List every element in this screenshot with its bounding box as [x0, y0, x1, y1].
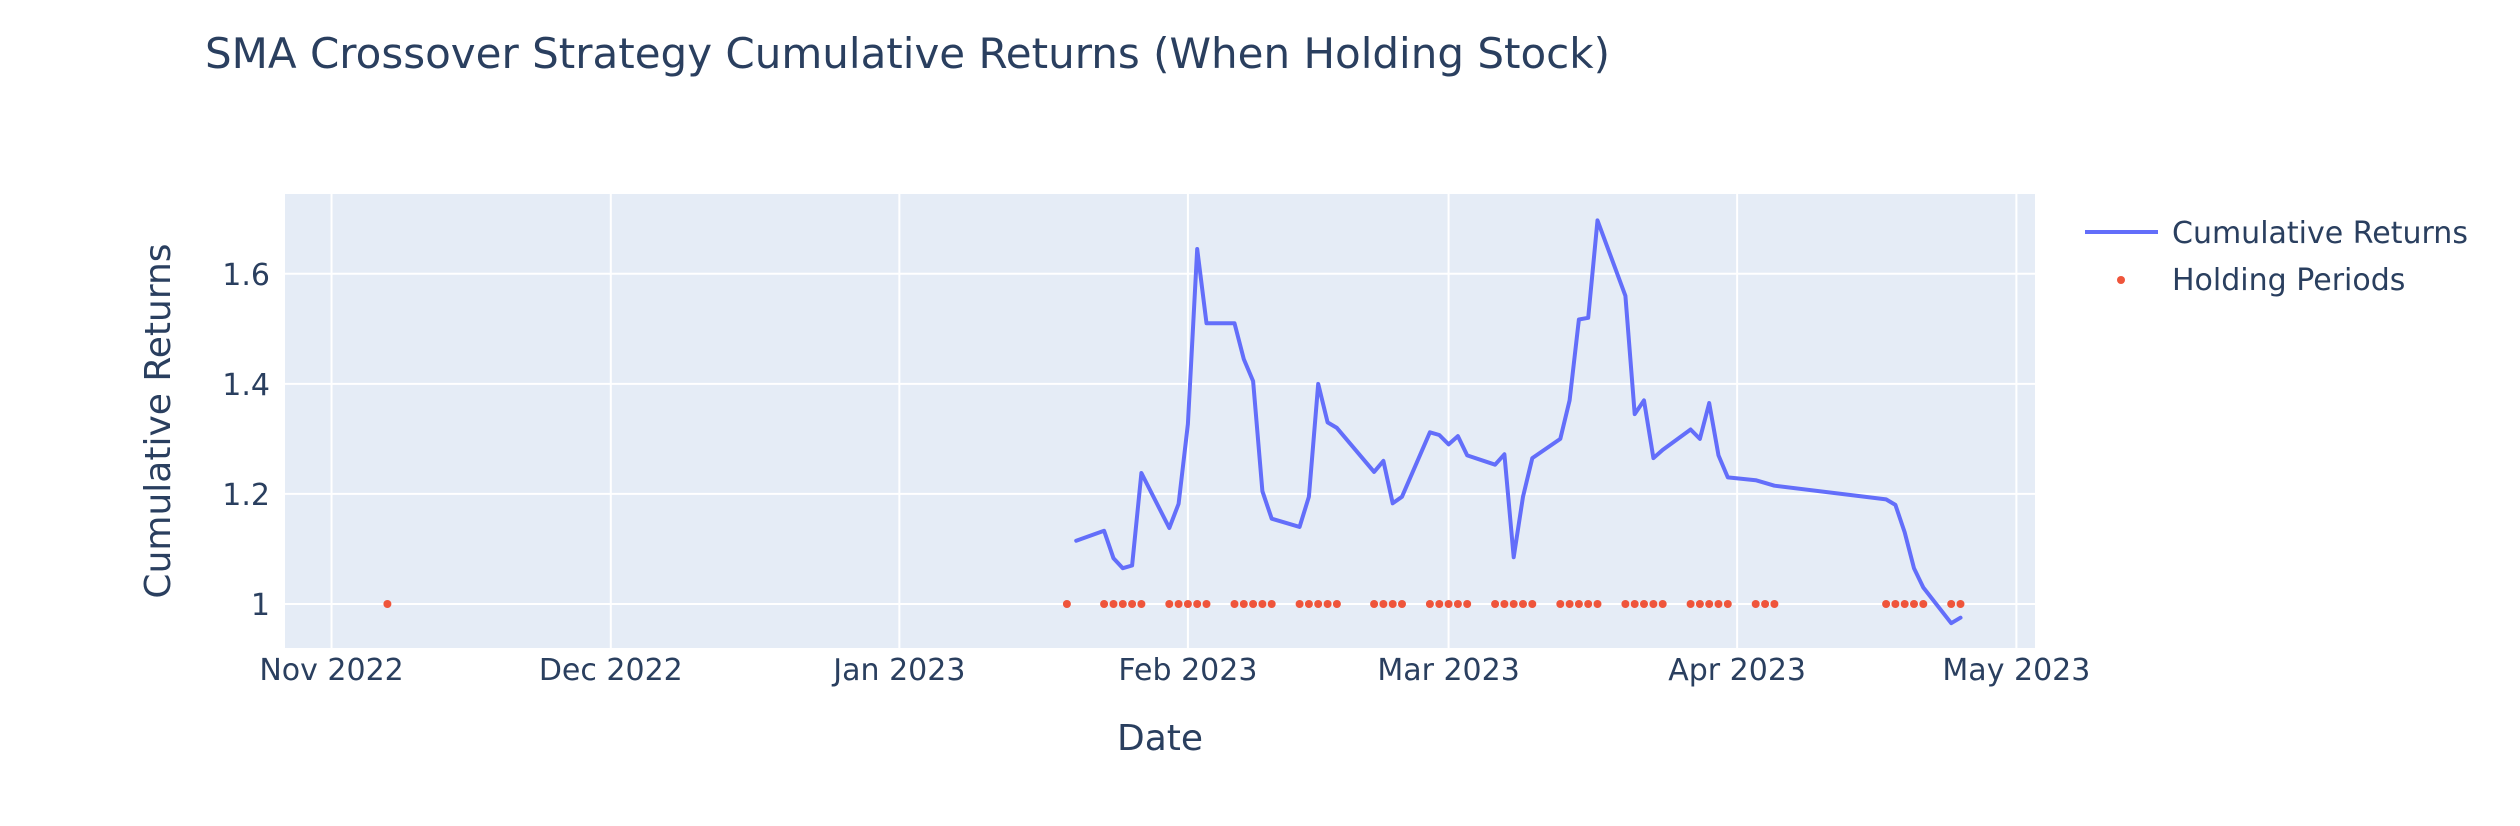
x-tick-label: Dec 2022 [539, 653, 683, 688]
y-tick-label: 1 [251, 588, 270, 623]
holding-period-point[interactable] [1500, 600, 1509, 608]
holding-period-point[interactable] [1770, 600, 1779, 608]
holding-period-point[interactable] [1658, 600, 1667, 608]
holding-period-point[interactable] [1528, 600, 1537, 608]
holding-period-point[interactable] [1304, 600, 1313, 608]
holding-period-point[interactable] [1910, 600, 1918, 608]
series-line-cumulative-returns[interactable] [1074, 218, 1963, 626]
holding-period-point[interactable] [1425, 600, 1434, 608]
holding-period-point[interactable] [1705, 600, 1714, 608]
holding-period-point[interactable] [1174, 600, 1183, 608]
holding-period-point[interactable] [1435, 600, 1444, 608]
holding-period-point[interactable] [1491, 600, 1500, 608]
holding-period-point[interactable] [1118, 600, 1127, 608]
holding-period-point[interactable] [1100, 600, 1109, 608]
holding-period-point[interactable] [1882, 600, 1891, 608]
holding-period-point[interactable] [1900, 600, 1909, 608]
holding-period-point[interactable] [1193, 600, 1202, 608]
holding-period-point[interactable] [1137, 600, 1146, 608]
holding-period-point[interactable] [1947, 600, 1956, 608]
holding-period-point[interactable] [1593, 600, 1602, 608]
x-axis-title: Date [1117, 718, 1203, 759]
holding-period-point[interactable] [1714, 600, 1723, 608]
legend-marker-swatch [2117, 276, 2125, 284]
holding-period-point[interactable] [383, 600, 392, 608]
holding-period-point[interactable] [1565, 600, 1574, 608]
x-tick-label: Apr 2023 [1668, 653, 1806, 688]
legend: Cumulative Returns Holding Periods [2085, 216, 2468, 298]
holding-period-point[interactable] [1640, 600, 1648, 608]
legend-label-line: Cumulative Returns [2172, 216, 2468, 251]
holding-period-point[interactable] [1621, 600, 1630, 608]
x-tick-label: Mar 2023 [1377, 653, 1520, 688]
holding-period-point[interactable] [1574, 600, 1583, 608]
x-tick-label: Jan 2023 [831, 653, 965, 688]
holding-period-point[interactable] [1463, 600, 1472, 608]
chart-title: SMA Crossover Strategy Cumulative Return… [205, 29, 1610, 78]
holding-period-point[interactable] [1649, 600, 1658, 608]
holding-period-point[interactable] [1165, 600, 1174, 608]
holding-period-point[interactable] [1509, 600, 1518, 608]
legend-item-line[interactable]: Cumulative Returns [2085, 216, 2468, 251]
holding-period-point[interactable] [1109, 600, 1118, 608]
grid [285, 194, 2035, 648]
holding-period-point[interactable] [1695, 600, 1704, 608]
y-tick-label: 1.2 [222, 478, 270, 513]
x-axis-ticks: Nov 2022 Dec 2022 Jan 2023 Feb 2023 Mar 2023… [259, 653, 2090, 688]
series-layer [383, 218, 1965, 626]
holding-period-point[interactable] [1453, 600, 1462, 608]
holding-period-point[interactable] [1919, 600, 1928, 608]
holding-period-point[interactable] [1584, 600, 1593, 608]
holding-period-point[interactable] [1062, 600, 1071, 608]
x-tick-label: May 2023 [1942, 653, 2090, 688]
holding-period-point[interactable] [1258, 600, 1267, 608]
holding-period-point[interactable] [1267, 600, 1276, 608]
holding-period-point[interactable] [1230, 600, 1239, 608]
holding-period-point[interactable] [1398, 600, 1406, 608]
holding-period-point[interactable] [1630, 600, 1639, 608]
holding-period-point[interactable] [1444, 600, 1453, 608]
y-axis-title: Cumulative Returns [138, 243, 179, 598]
y-tick-label: 1.4 [222, 368, 270, 403]
holding-period-point[interactable] [1249, 600, 1258, 608]
holding-period-point[interactable] [1519, 600, 1527, 608]
holding-period-point[interactable] [1128, 600, 1137, 608]
holding-period-point[interactable] [1332, 600, 1341, 608]
holding-period-point[interactable] [1183, 600, 1192, 608]
y-tick-label: 1.6 [222, 258, 270, 293]
y-axis-ticks: 1 1.2 1.4 1.6 [222, 258, 270, 623]
holding-period-point[interactable] [1556, 600, 1565, 608]
holding-period-point[interactable] [1956, 600, 1965, 608]
holding-period-point[interactable] [1323, 600, 1332, 608]
holding-period-point[interactable] [1891, 600, 1900, 608]
x-tick-label: Feb 2023 [1118, 653, 1257, 688]
holding-period-point[interactable] [1379, 600, 1388, 608]
holding-period-point[interactable] [1761, 600, 1770, 608]
legend-label-markers: Holding Periods [2172, 263, 2405, 298]
plot-area [285, 194, 2035, 648]
holding-period-point[interactable] [1686, 600, 1695, 608]
holding-period-point[interactable] [1370, 600, 1379, 608]
holding-period-point[interactable] [1314, 600, 1323, 608]
holding-period-point[interactable] [1202, 600, 1211, 608]
holding-period-point[interactable] [1239, 600, 1248, 608]
holding-period-point[interactable] [1388, 600, 1397, 608]
holding-period-point[interactable] [1295, 600, 1304, 608]
holding-period-point[interactable] [1723, 600, 1732, 608]
x-tick-label: Nov 2022 [259, 653, 403, 688]
holding-period-point[interactable] [1751, 600, 1760, 608]
legend-item-markers[interactable]: Holding Periods [2117, 263, 2405, 298]
